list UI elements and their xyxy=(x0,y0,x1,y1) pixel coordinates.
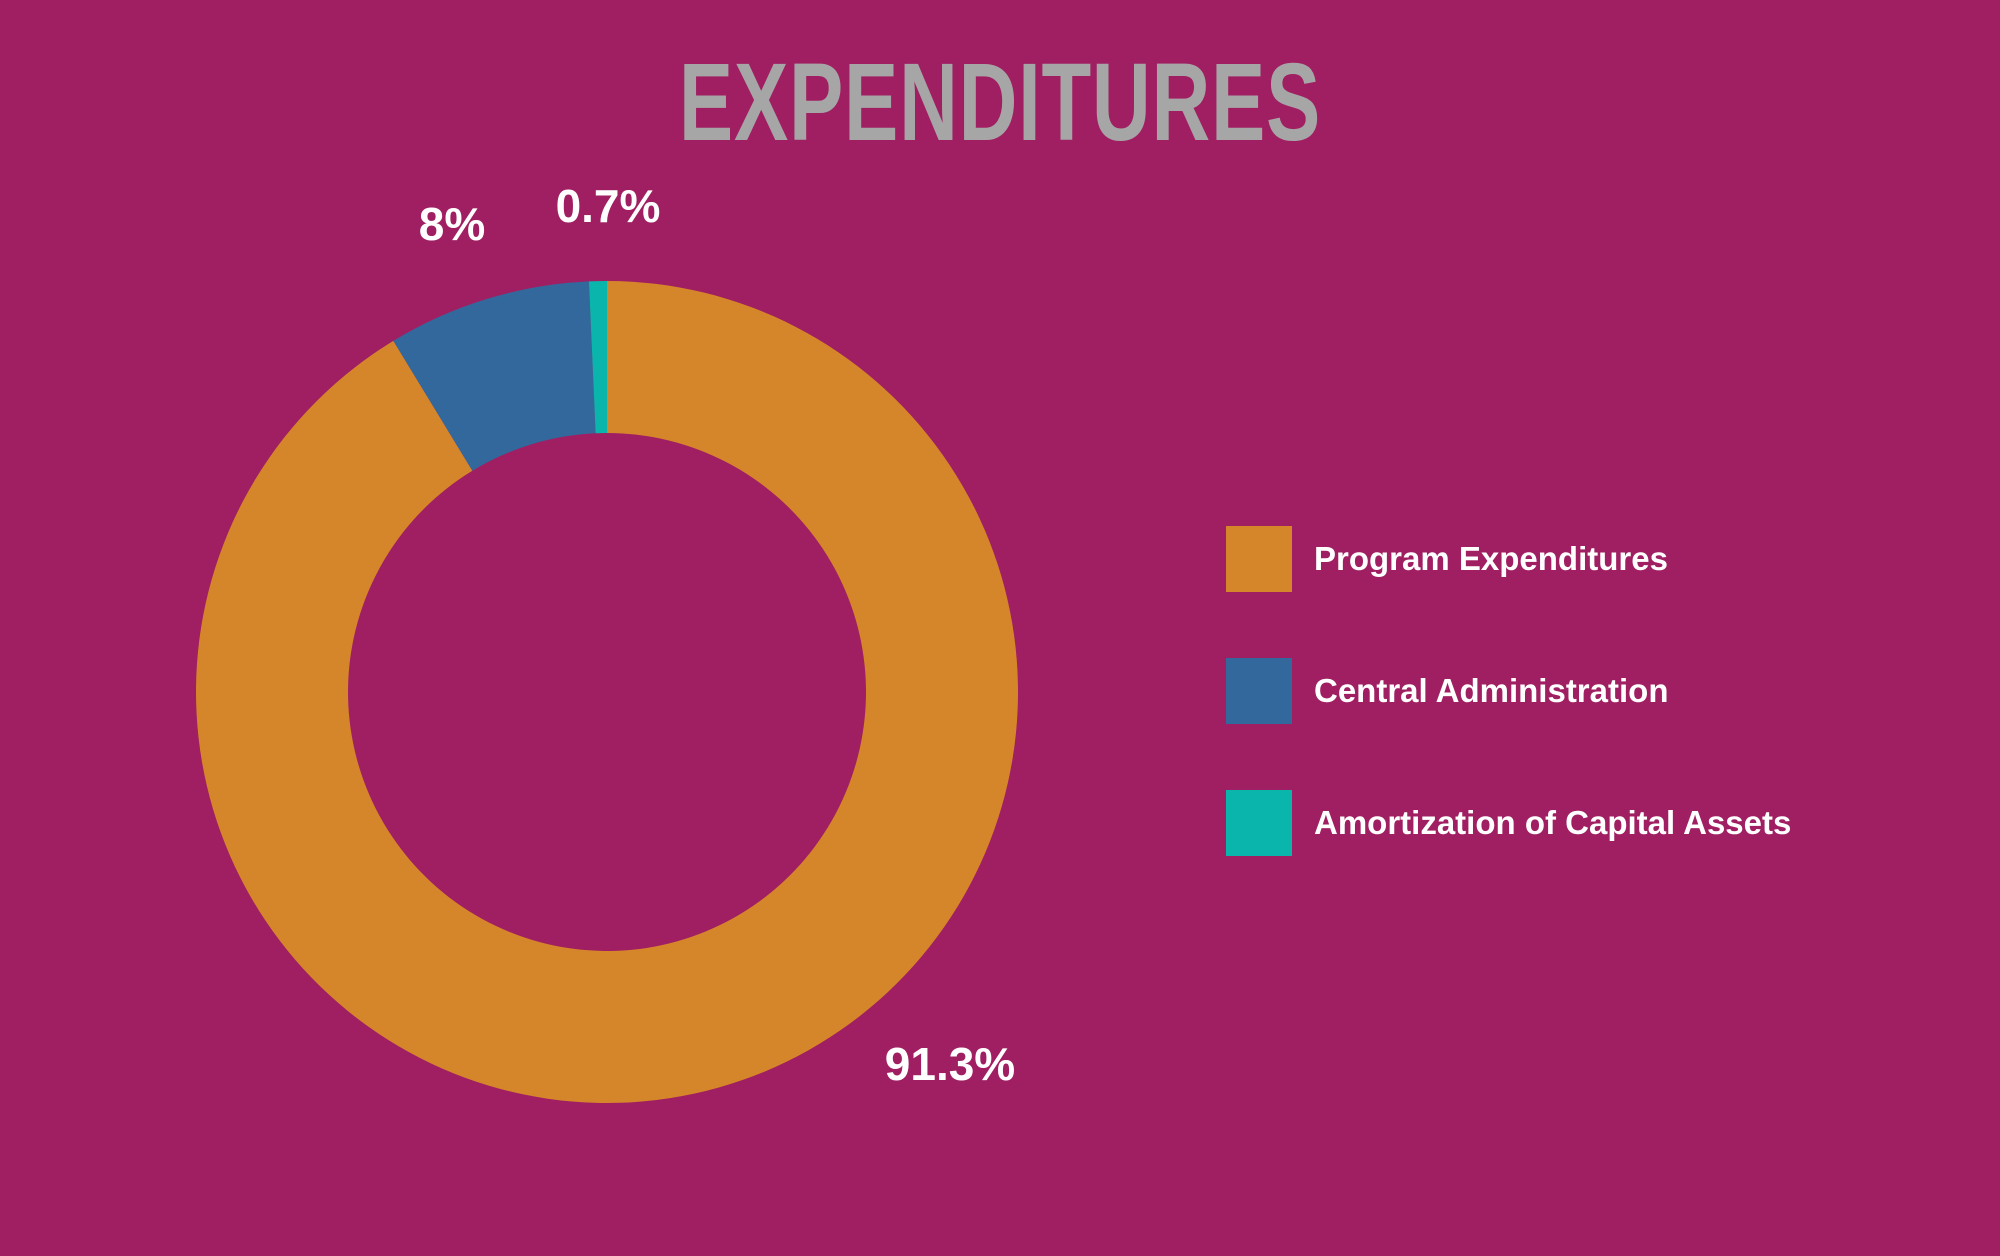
slice-central-administration[interactable] xyxy=(393,281,596,471)
legend-item-program-expenditures[interactable]: Program Expenditures xyxy=(1226,526,1926,592)
legend-label: Central Administration xyxy=(1314,672,1669,709)
legend-label: Program Expenditures xyxy=(1314,540,1668,577)
legend-item-amortization-of-capital-assets[interactable]: Amortization of Capital Assets xyxy=(1226,790,1926,856)
slice-value-label: 8% xyxy=(419,198,485,250)
legend-swatch xyxy=(1226,526,1292,592)
slice-labels: 91.3% 8% 0.7% xyxy=(419,180,1015,1090)
legend-item-central-administration[interactable]: Central Administration xyxy=(1226,658,1926,724)
slice-program-expenditures[interactable] xyxy=(195,281,1019,1103)
slice-amortization-of-capital-assets[interactable] xyxy=(588,281,607,434)
legend: Program Expenditures Central Administrat… xyxy=(1226,526,1926,922)
legend-label: Amortization of Capital Assets xyxy=(1314,804,1792,841)
slice-value-label: 0.7% xyxy=(556,180,661,232)
legend-swatch xyxy=(1226,790,1292,856)
chart-title: EXPENDITURES xyxy=(678,41,1322,164)
legend-swatch xyxy=(1226,658,1292,724)
donut-slices xyxy=(195,281,1019,1103)
slice-value-label: 91.3% xyxy=(885,1038,1015,1090)
